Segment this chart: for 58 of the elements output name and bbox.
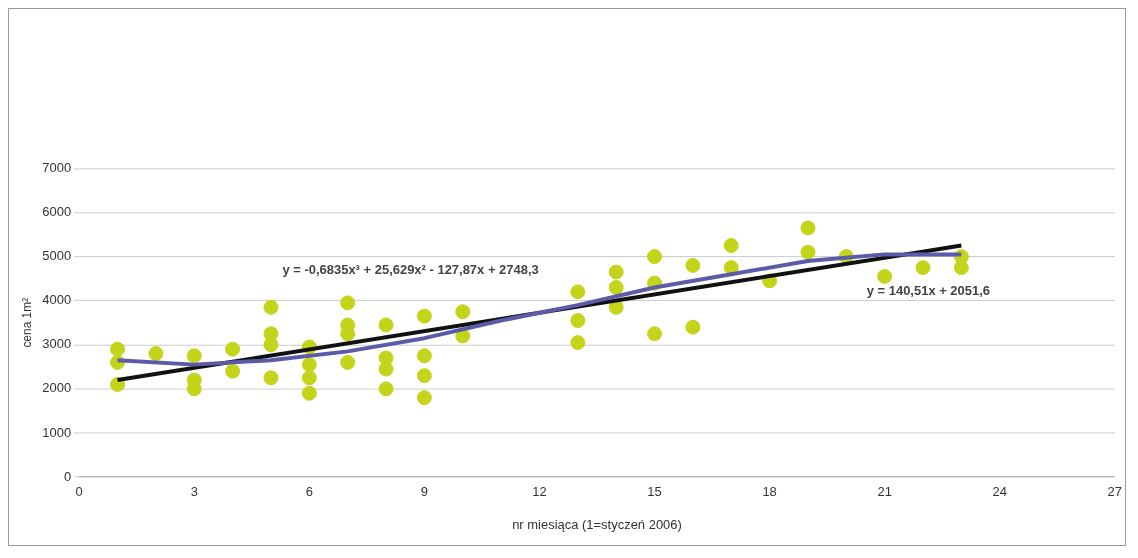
point	[301, 385, 317, 401]
point	[570, 313, 586, 328]
point	[378, 381, 394, 397]
y-tick-label: 2000	[42, 380, 72, 396]
y-tick-label: 5000	[42, 248, 72, 264]
annotation: y = -0,6835x³ + 25,629x² - 127,87x + 2748,3	[282, 261, 539, 277]
point	[570, 335, 586, 351]
point	[416, 368, 432, 384]
point	[416, 390, 432, 406]
y-tick-label: 7000	[42, 159, 72, 175]
point	[110, 341, 126, 357]
point	[608, 264, 624, 280]
point	[685, 257, 701, 273]
x-tick-label: 27	[1107, 484, 1123, 500]
x-tick-label: 6	[305, 484, 313, 500]
point	[455, 304, 471, 320]
point	[225, 363, 241, 379]
annotation: y = 140,51x + 2051,6	[866, 283, 991, 299]
y-tick-label: 6000	[42, 204, 72, 220]
x-tick-label: 18	[762, 484, 777, 500]
point	[340, 354, 356, 370]
point	[186, 348, 202, 364]
point	[685, 319, 701, 335]
point	[378, 361, 394, 377]
x-tick-label: 24	[992, 484, 1007, 500]
x-tick-label: 21	[877, 484, 892, 500]
x-tick-label: 9	[420, 484, 429, 500]
point	[570, 284, 586, 300]
point	[723, 238, 739, 254]
x-tick-label: 12	[532, 484, 547, 500]
point	[378, 317, 394, 333]
x-tick-label: 15	[647, 484, 662, 500]
point	[263, 299, 279, 315]
point	[340, 295, 356, 311]
y-axis-title: cena 1m²	[20, 297, 35, 348]
point	[301, 370, 317, 386]
point	[301, 357, 317, 373]
x-axis-title: nr miesiąca (1=styczeń 2006)	[512, 516, 682, 532]
x-tick-label: 0	[75, 484, 83, 500]
point	[416, 348, 432, 364]
y-tick-label: 3000	[42, 336, 72, 352]
y-tick-label: 0	[63, 468, 72, 484]
x-tick-label: 3	[190, 484, 198, 500]
point	[263, 337, 279, 353]
point	[647, 249, 663, 265]
y-tick-label: 4000	[42, 292, 72, 308]
point	[225, 341, 241, 357]
point	[148, 346, 164, 362]
point	[800, 220, 816, 236]
point	[263, 370, 279, 386]
y-tick-label: 1000	[42, 424, 72, 440]
point	[915, 260, 931, 276]
point	[416, 308, 432, 324]
point	[877, 268, 893, 284]
point	[608, 279, 624, 295]
point	[953, 260, 969, 276]
point	[647, 326, 663, 342]
point	[800, 244, 816, 260]
